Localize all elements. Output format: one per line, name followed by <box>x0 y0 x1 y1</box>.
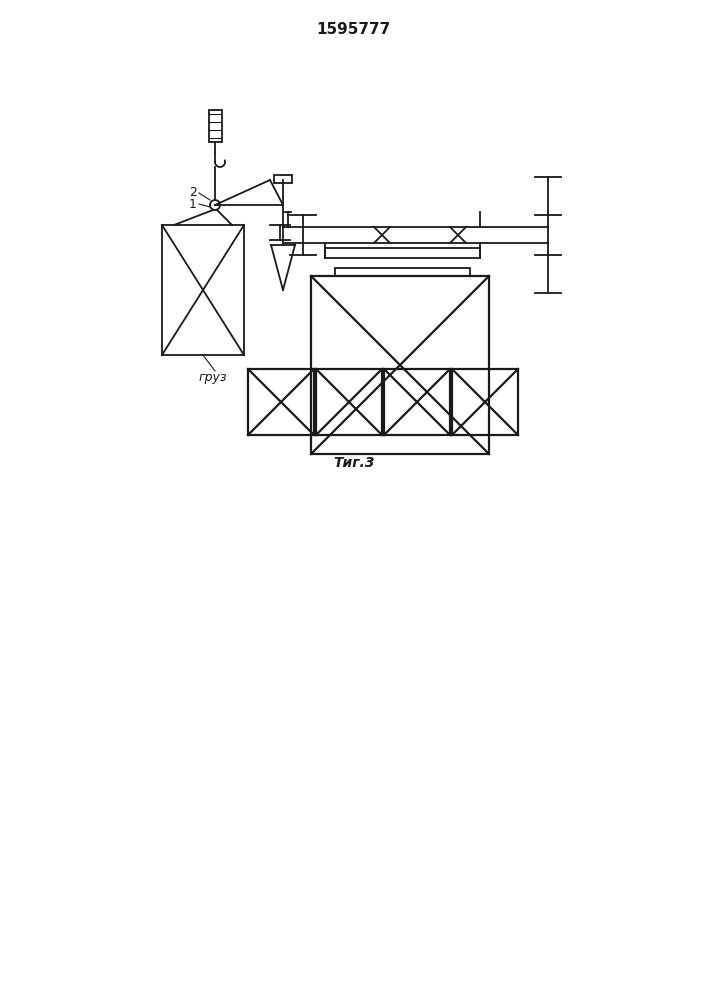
Bar <box>209 110 222 142</box>
Text: 1595777: 1595777 <box>316 22 390 37</box>
Text: груз: груз <box>199 370 227 383</box>
Bar <box>311 276 489 454</box>
Text: 2: 2 <box>189 186 197 200</box>
Bar <box>325 248 480 258</box>
Text: 1: 1 <box>189 198 197 211</box>
Bar <box>316 369 382 435</box>
Bar <box>162 225 244 355</box>
Bar <box>335 268 470 276</box>
Bar <box>384 369 450 435</box>
Text: Τиг.3: Τиг.3 <box>333 456 375 470</box>
Circle shape <box>210 200 220 210</box>
Bar <box>274 175 292 183</box>
Bar <box>248 369 314 435</box>
Bar <box>452 369 518 435</box>
